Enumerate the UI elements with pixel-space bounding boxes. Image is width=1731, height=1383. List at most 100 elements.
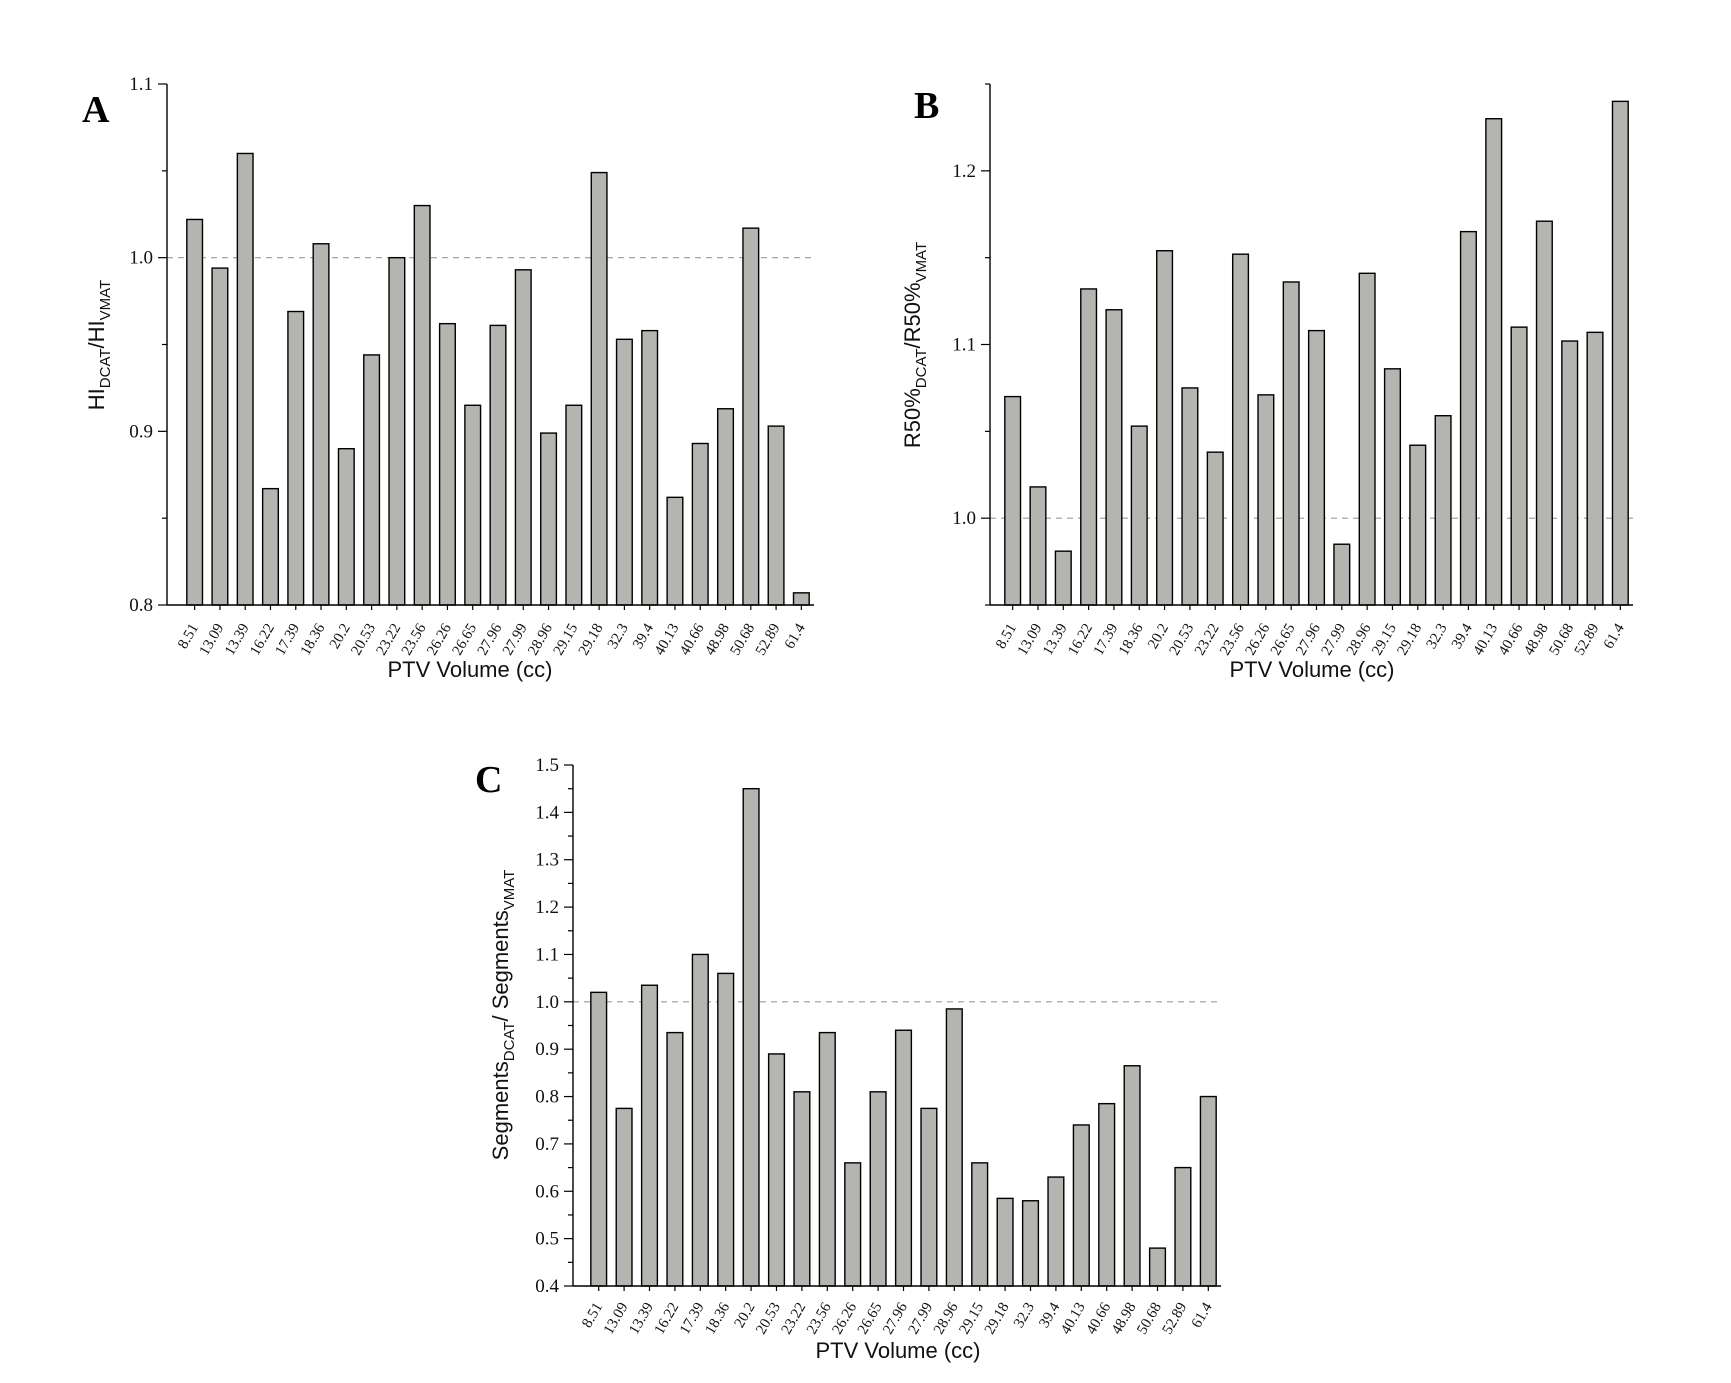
panel-b-ylabel-main: R50%	[900, 388, 925, 448]
panel-b-x-tick-label: 18.36	[1116, 621, 1147, 659]
panel-b-x-tick-label: 29.18	[1395, 621, 1426, 658]
panel-c-x-tick-label: 29.18	[982, 1300, 1013, 1337]
panel-a-y-axis-title: HIDCAT/HIVMAT	[84, 280, 114, 410]
panel-a-x-tick-label: 29.18	[576, 621, 607, 658]
panel-c-bar-17.39	[691, 953, 709, 1287]
panel-c-bar-26.65	[869, 1091, 887, 1287]
panel-b-ylabel-sub2: VMAT	[913, 242, 930, 283]
panel-a-x-tick-label: 40.66	[677, 621, 708, 659]
panel-a-y-tick-label: 1.0	[129, 248, 153, 269]
panel-c-y-tick-label: 0.7	[535, 1134, 559, 1155]
panel-c-y-tick-label: 0.5	[535, 1229, 559, 1250]
panel-c-x-tick-label: 40.13	[1058, 1300, 1089, 1337]
panel-a-letter: A	[82, 89, 110, 131]
panel-b-bar-40.13	[1485, 118, 1503, 606]
panel-c-bar-20.53	[767, 1053, 786, 1287]
panel-a-x-axis: 8.5113.0913.3916.2217.3918.3620.220.5323…	[167, 604, 814, 659]
panel-a-bar-16.22	[261, 487, 280, 606]
panel-a-x-tick-label: 32.3	[605, 621, 632, 652]
panel-b-bar-27.99	[1333, 543, 1351, 606]
panel-b-bar-39.4	[1459, 230, 1477, 606]
panel-b-bar-26.26	[1257, 394, 1275, 606]
panel-c-x-tick-label: 48.98	[1109, 1300, 1140, 1337]
panel-c-x-tick-label: 50.68	[1134, 1300, 1165, 1337]
panel-b-x-axis: 8.5113.0913.3916.2217.3918.3620.220.5323…	[990, 604, 1633, 659]
panel-c-bar-48.98	[1123, 1065, 1141, 1287]
panel-b-bar-48.98	[1535, 220, 1553, 606]
panel-b-x-tick-label: 16.22	[1065, 621, 1096, 658]
panel-c-y-tick-label: 0.6	[535, 1181, 559, 1202]
panel-a-y-tick-label: 0.9	[129, 421, 153, 442]
panel-a-bar-39.4	[641, 329, 659, 606]
panel-b-bar-18.36	[1130, 425, 1148, 606]
panel-a-bar-13.39	[236, 152, 254, 606]
panel-b-x-tick-label: 40.66	[1496, 621, 1527, 659]
panel-b-bar-28.96	[1358, 272, 1376, 606]
panel-c-x-tick-label: 18.36	[702, 1300, 733, 1338]
panel-b-y-tick-label: 1.0	[952, 508, 976, 529]
panel-c-bar-27.96	[894, 1029, 913, 1287]
panel-c-x-tick-label: 13.39	[626, 1300, 657, 1337]
panel-c-x-tick-label: 27.96	[880, 1300, 911, 1338]
panel-a-bar-26.26	[438, 322, 456, 606]
panel-c-bar-23.22	[793, 1091, 811, 1287]
panel-b-ylabel-mid: /R50%	[900, 282, 925, 348]
panel-a-bar-28.96	[540, 432, 558, 606]
panel-b-x-tick-label: 32.3	[1424, 621, 1451, 652]
panel-a-bars	[186, 152, 810, 606]
panel-b-x-tick-label: 23.22	[1192, 621, 1223, 658]
panel-b-x-axis-title: PTV Volume (cc)	[1229, 657, 1394, 682]
panel-b-bar-26.65	[1282, 281, 1300, 606]
panel-c-bar-29.18	[996, 1197, 1014, 1287]
panel-b-bar-23.56	[1231, 253, 1250, 606]
panel-c-ylabel-main: Segments	[488, 1061, 513, 1160]
panel-a-bar-50.68	[742, 227, 760, 606]
panel-c-bar-52.89	[1174, 1166, 1192, 1287]
panel-a-x-tick-label: 17.39	[272, 621, 303, 658]
panel-b-bars	[1004, 100, 1629, 606]
panel-c-x-tick-label: 32.3	[1011, 1300, 1038, 1331]
panel-a-y-tick-label: 1.1	[129, 74, 153, 95]
panel-c-bar-8.51	[590, 991, 608, 1287]
panel-c-y-axis: 0.4 0.5 0.6 0.7 0.8 0.9 1.0 1.1 1.2 1.3 1.4 1.5	[535, 755, 574, 1297]
panel-a-bar-18.36	[312, 243, 330, 606]
panel-c-x-tick-label: 13.09	[601, 1300, 632, 1337]
panel-c-x-tick-label: 40.66	[1083, 1300, 1114, 1338]
panel-c-x-tick-label: 23.22	[779, 1300, 810, 1337]
panel-a-bar-40.13	[666, 496, 684, 606]
panel-a-bar-8.51	[186, 218, 204, 606]
panel-a-bar-17.39	[287, 310, 305, 606]
panel-a: A 0.8 0.9 1.0 1.1 8.5113.0913.3916.2217.391…	[82, 74, 814, 682]
panel-a-bar-29.15	[565, 404, 583, 606]
panel-b-x-tick-label: 28.96	[1344, 621, 1375, 659]
panel-b-x-tick-label: 61.4	[1601, 621, 1628, 652]
panel-b-bar-52.89	[1586, 331, 1604, 606]
panel-c-y-tick-label: 1.0	[535, 992, 559, 1013]
panel-a-bar-13.09	[211, 267, 229, 606]
panel-a-bar-20.53	[363, 354, 381, 606]
panel-b-y-axis-title: R50%DCAT/R50%VMAT	[900, 242, 930, 448]
panel-c-bar-28.96	[945, 1008, 963, 1287]
panel-a-x-tick-label: 13.39	[222, 621, 253, 658]
panel-c-x-tick-label: 52.89	[1160, 1300, 1191, 1337]
panel-c-x-tick-label: 23.56	[804, 1300, 835, 1338]
panel-b-bar-8.51	[1004, 395, 1022, 606]
panel-b-bar-50.68	[1561, 340, 1579, 606]
panel-c: C 0.4 0.5 0.6 0.7 0.8 0.9 1.0 1.1 1.2 1.3 1.4 1.5 8…	[475, 755, 1221, 1363]
panel-a-x-tick-label: 29.15	[551, 621, 582, 658]
panel-a-x-tick-label: 13.09	[197, 621, 228, 658]
panel-b-bar-40.66	[1510, 326, 1528, 606]
panel-a-bar-48.98	[716, 408, 735, 606]
panel-b-bar-29.18	[1409, 444, 1427, 606]
panel-c-x-tick-label: 20.53	[753, 1300, 784, 1337]
panel-a-x-tick-label: 28.96	[525, 621, 556, 659]
panel-a-y-tick-label: 0.8	[129, 595, 153, 616]
panel-a-bar-23.22	[388, 256, 406, 606]
panel-b: B 1.0 1.1 1.2 8.5113.0913.3916.2217.3918.3…	[900, 83, 1633, 682]
panel-c-bar-32.3	[1021, 1200, 1040, 1287]
panel-b-bar-29.15	[1383, 368, 1402, 606]
panel-c-bar-40.13	[1072, 1124, 1090, 1287]
panel-a-x-tick-label: 26.26	[424, 621, 455, 659]
